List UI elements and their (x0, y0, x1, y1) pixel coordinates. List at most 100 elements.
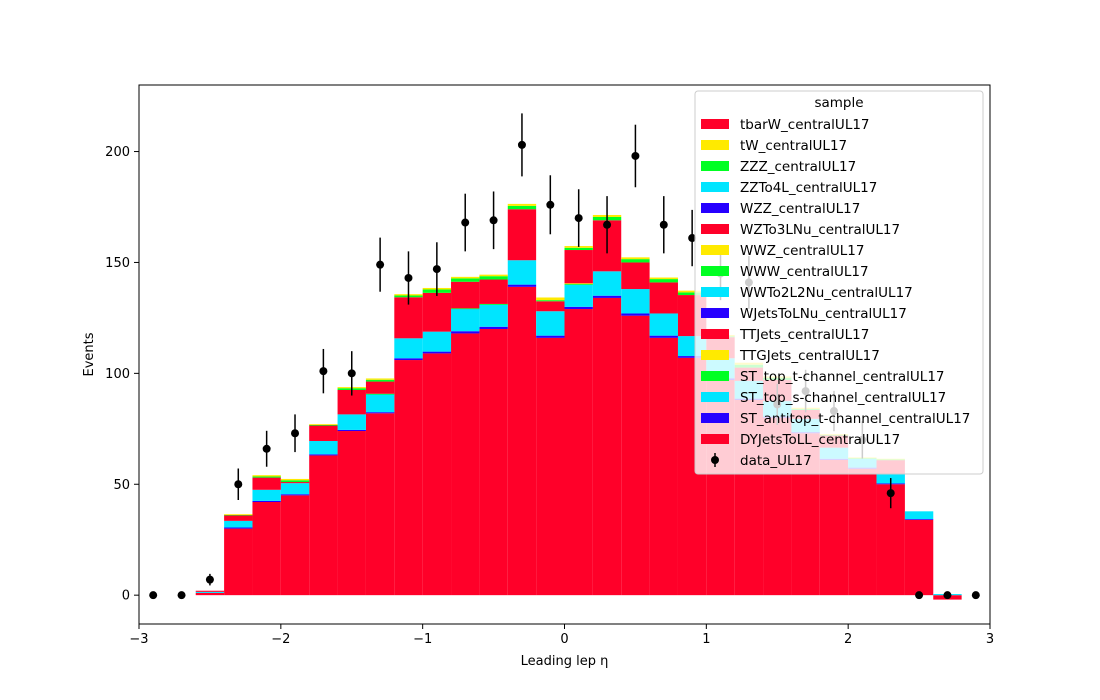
data-point-4 (262, 444, 271, 453)
bar-ST_antitop_t-channel_centralUL17-bin-4 (252, 500, 281, 503)
bar-WWW_centralUL17-bin-12 (479, 276, 508, 280)
bar-ST_antitop_t-channel_centralUL17-bin-18 (649, 335, 678, 338)
bar-WWZ_centralUL17-bin-13 (507, 203, 537, 206)
bar-DYJetsToLL_centralUL17-bin-5 (280, 495, 310, 596)
bar-ST_top_s-channel_centralUL17-bin-27 (904, 511, 934, 520)
data-point-13 (517, 140, 526, 149)
bar-TTJets_centralUL17-bin-14 (536, 301, 565, 312)
x-axis-ticks: −3 −2 −1 0 1 2 3 (129, 624, 994, 647)
data-point-18 (659, 220, 668, 229)
bar-TTJets_centralUL17-bin-3 (224, 515, 253, 521)
bar-ST_top_s-channel_centralUL17-bin-14 (536, 311, 565, 336)
data-point-9 (404, 273, 413, 282)
bar-DYJetsToLL_centralUL17-bin-24 (819, 459, 849, 596)
data-point-29 (971, 591, 980, 600)
bar-TTJets_centralUL17-bin-2 (195, 590, 225, 592)
data-point-8 (376, 260, 385, 269)
bar-WWZ_centralUL17-bin-4 (252, 475, 281, 477)
bar-ST_top_s-channel_centralUL17-bin-3 (224, 520, 253, 528)
bar-TTGJets_centralUL17-bin-15 (564, 283, 593, 285)
bar-ST_antitop_t-channel_centralUL17-bin-10 (422, 351, 452, 354)
y-tick-label-1: 50 (113, 478, 130, 493)
bar-WWZ_centralUL17-bin-19 (677, 290, 707, 293)
data-point-6 (319, 367, 328, 376)
bar-DYJetsToLL_centralUL17-bin-14 (536, 337, 565, 596)
legend-label-15: DYJetsToLL_centralUL17 (740, 432, 900, 448)
bar-ST_antitop_t-channel_centralUL17-bin-17 (621, 313, 650, 316)
data-point-1 (177, 591, 186, 600)
bar-DYJetsToLL_centralUL17-bin-27 (904, 519, 934, 596)
bar-TTJets_centralUL17-bin-6 (309, 425, 338, 442)
bar-ST_antitop_t-channel_centralUL17-bin-19 (677, 356, 707, 358)
legend-swatch-11 (701, 350, 729, 360)
x-tick-label-3: 0 (560, 632, 568, 647)
legend-swatch-5 (701, 224, 729, 234)
legend-items: tbarW_centralUL17 tW_centralUL17 ZZZ_centr… (701, 117, 970, 469)
legend-label-16: data_UL17 (740, 453, 812, 469)
legend-swatch-4 (701, 203, 729, 213)
data-point-12 (489, 216, 498, 225)
bar-ST_top_s-channel_centralUL17-bin-13 (507, 260, 537, 285)
legend-swatch-14 (701, 413, 729, 423)
y-axis-title: Events (82, 332, 97, 376)
legend-swatch-2 (701, 161, 729, 171)
bar-WWW_centralUL17-bin-4 (252, 476, 281, 478)
legend-label-14: ST_antitop_t-channel_centralUL17 (740, 411, 970, 427)
bar-WWW_centralUL17-bin-17 (621, 259, 650, 263)
legend-label-12: ST_top_t-channel_centralUL17 (740, 369, 945, 385)
bar-WWZ_centralUL17-bin-6 (309, 424, 338, 425)
legend-swatch-6 (701, 245, 729, 255)
y-tick-label-4: 200 (105, 145, 130, 160)
bar-ST_top_t-channel_centralUL17-bin-11 (451, 308, 480, 310)
bar-DYJetsToLL_centralUL17-bin-4 (252, 502, 281, 596)
y-tick-label-3: 150 (105, 256, 130, 271)
legend-swatch-1 (701, 140, 729, 150)
legend-label-11: TTGJets_centralUL17 (739, 348, 880, 364)
legend-swatch-0 (701, 119, 729, 129)
bar-ST_top_s-channel_centralUL17-bin-2 (195, 591, 225, 593)
bar-DYJetsToLL_centralUL17-bin-9 (394, 360, 423, 596)
x-tick-label-6: 3 (986, 632, 994, 647)
bar-DYJetsToLL_centralUL17-bin-6 (309, 455, 338, 596)
bar-TTJets_centralUL17-bin-18 (649, 282, 678, 314)
bar-TTJets_centralUL17-bin-12 (479, 279, 508, 304)
bar-WWZ_centralUL17-bin-18 (649, 277, 678, 280)
data-point-27 (915, 591, 924, 600)
legend-label-13: ST_top_s-channel_centralUL17 (740, 390, 946, 406)
bar-DYJetsToLL_centralUL17-bin-13 (507, 286, 537, 596)
legend-label-10: TTJets_centralUL17 (739, 327, 869, 343)
y-axis-ticks: 0 50 100 150 200 (105, 145, 139, 604)
bar-DYJetsToLL_centralUL17-bin-18 (649, 337, 678, 596)
x-tick-label-1: −2 (271, 632, 290, 647)
data-point-5 (291, 429, 300, 438)
legend-label-3: ZZTo4L_centralUL17 (740, 180, 877, 196)
bar-DYJetsToLL_centralUL17-bin-11 (451, 333, 480, 596)
bar-ST_top_t-channel_centralUL17-bin-8 (365, 393, 395, 395)
bar-ST_antitop_t-channel_centralUL17-bin-7 (337, 429, 366, 432)
bar-DYJetsToLL_centralUL17-bin-25 (848, 468, 877, 596)
bar-DYJetsToLL_centralUL17-bin-3 (224, 528, 253, 596)
bar-ST_top_s-channel_centralUL17-bin-4 (252, 489, 281, 501)
legend-label-6: WWZ_centralUL17 (740, 243, 864, 259)
bar-DYJetsToLL_centralUL17-bin-17 (621, 315, 650, 596)
bar-WWZ_centralUL17-bin-14 (536, 297, 565, 301)
bar-WWZ_centralUL17-bin-8 (365, 378, 395, 380)
bar-TTJets_centralUL17-bin-17 (621, 262, 650, 290)
bar-ST_antitop_t-channel_centralUL17-bin-9 (394, 358, 423, 361)
bar-ST_top_s-channel_centralUL17-bin-15 (564, 284, 593, 307)
bar-WWW_centralUL17-bin-18 (649, 279, 678, 283)
bar-ST_antitop_t-channel_centralUL17-bin-15 (564, 306, 593, 310)
bar-ST_antitop_t-channel_centralUL17-bin-6 (309, 454, 338, 456)
bar-TTJets_centralUL17-bin-11 (451, 281, 480, 309)
bar-ST_top_s-channel_centralUL17-bin-9 (394, 338, 423, 359)
bar-DYJetsToLL_centralUL17-bin-10 (422, 353, 452, 596)
bar-TTJets_centralUL17-bin-13 (507, 209, 537, 261)
legend: sample tbarW_centralUL17 tW_centralUL17 ZZ… (694, 90, 984, 475)
legend-swatch-13 (701, 392, 729, 402)
bar-WWW_centralUL17-bin-3 (224, 514, 253, 516)
bar-ST_antitop_t-channel_centralUL17-bin-27 (904, 519, 934, 520)
legend-swatch-12 (701, 371, 729, 381)
data-point-10 (432, 265, 441, 274)
data-point-2 (205, 575, 214, 584)
